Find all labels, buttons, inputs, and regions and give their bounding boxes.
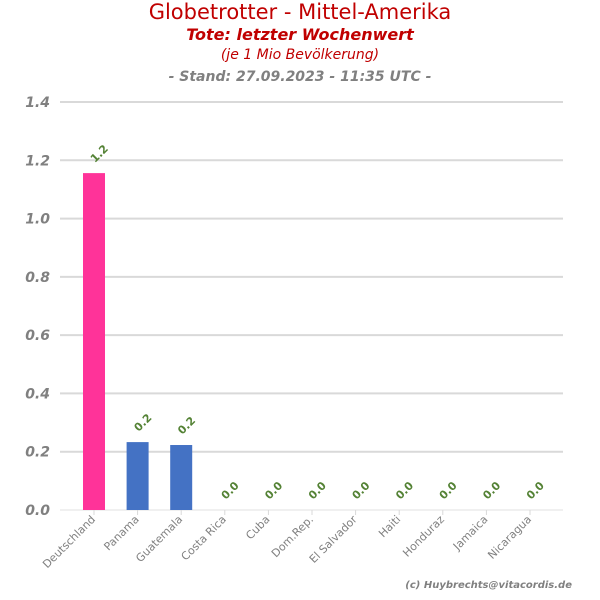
chart-subtitle: Tote: letzter Wochenwert — [186, 25, 414, 44]
credit: (c) Huybrechts@vitacordis.de — [405, 580, 572, 591]
data-label: 0.2 — [132, 411, 155, 434]
x-tick-label: Nicaragua — [485, 513, 534, 562]
data-label: 0.0 — [262, 479, 285, 502]
chart-subtitle-unit: (je 1 Mio Bevölkerung) — [220, 47, 380, 63]
data-label: 0.2 — [175, 414, 198, 437]
x-tick-label: El Salvador — [307, 513, 360, 566]
x-tick-label: Guatemala — [133, 513, 185, 565]
y-tick-label: 1.2 — [25, 153, 50, 169]
x-tick-label: Panama — [101, 513, 141, 553]
data-label: 0.0 — [306, 479, 329, 502]
data-label: 1.2 — [88, 142, 111, 165]
y-tick-label: 0.0 — [25, 503, 50, 519]
chart-title: Globetrotter - Mittel-Amerika — [148, 0, 452, 24]
y-tick-label: 0.2 — [25, 445, 50, 461]
x-tick-label: Honduraz — [400, 513, 447, 560]
x-tick-label: Cuba — [243, 513, 272, 542]
y-tick-label: 0.4 — [25, 386, 50, 402]
y-tick-label: 0.8 — [25, 270, 50, 286]
data-label: 0.0 — [437, 479, 460, 502]
y-tick-label: 1.4 — [25, 95, 50, 111]
data-label: 0.0 — [524, 479, 547, 502]
x-tick-label: Haiti — [376, 513, 403, 540]
bar — [126, 442, 149, 510]
bar — [170, 445, 193, 510]
x-tick-label: Jamaica — [450, 513, 491, 554]
x-tick-label: Costa Rica — [179, 513, 229, 563]
data-label: 0.0 — [480, 479, 503, 502]
chart-timestamp: - Stand: 27.09.2023 - 11:35 UTC - — [168, 69, 432, 85]
data-label: 0.0 — [350, 479, 373, 502]
y-tick-label: 0.6 — [25, 328, 50, 344]
y-tick-label: 1.0 — [25, 212, 50, 228]
data-label: 0.0 — [219, 479, 242, 502]
data-label: 0.0 — [393, 479, 416, 502]
bar — [83, 173, 105, 510]
x-tick-label: Deutschland — [40, 513, 98, 571]
